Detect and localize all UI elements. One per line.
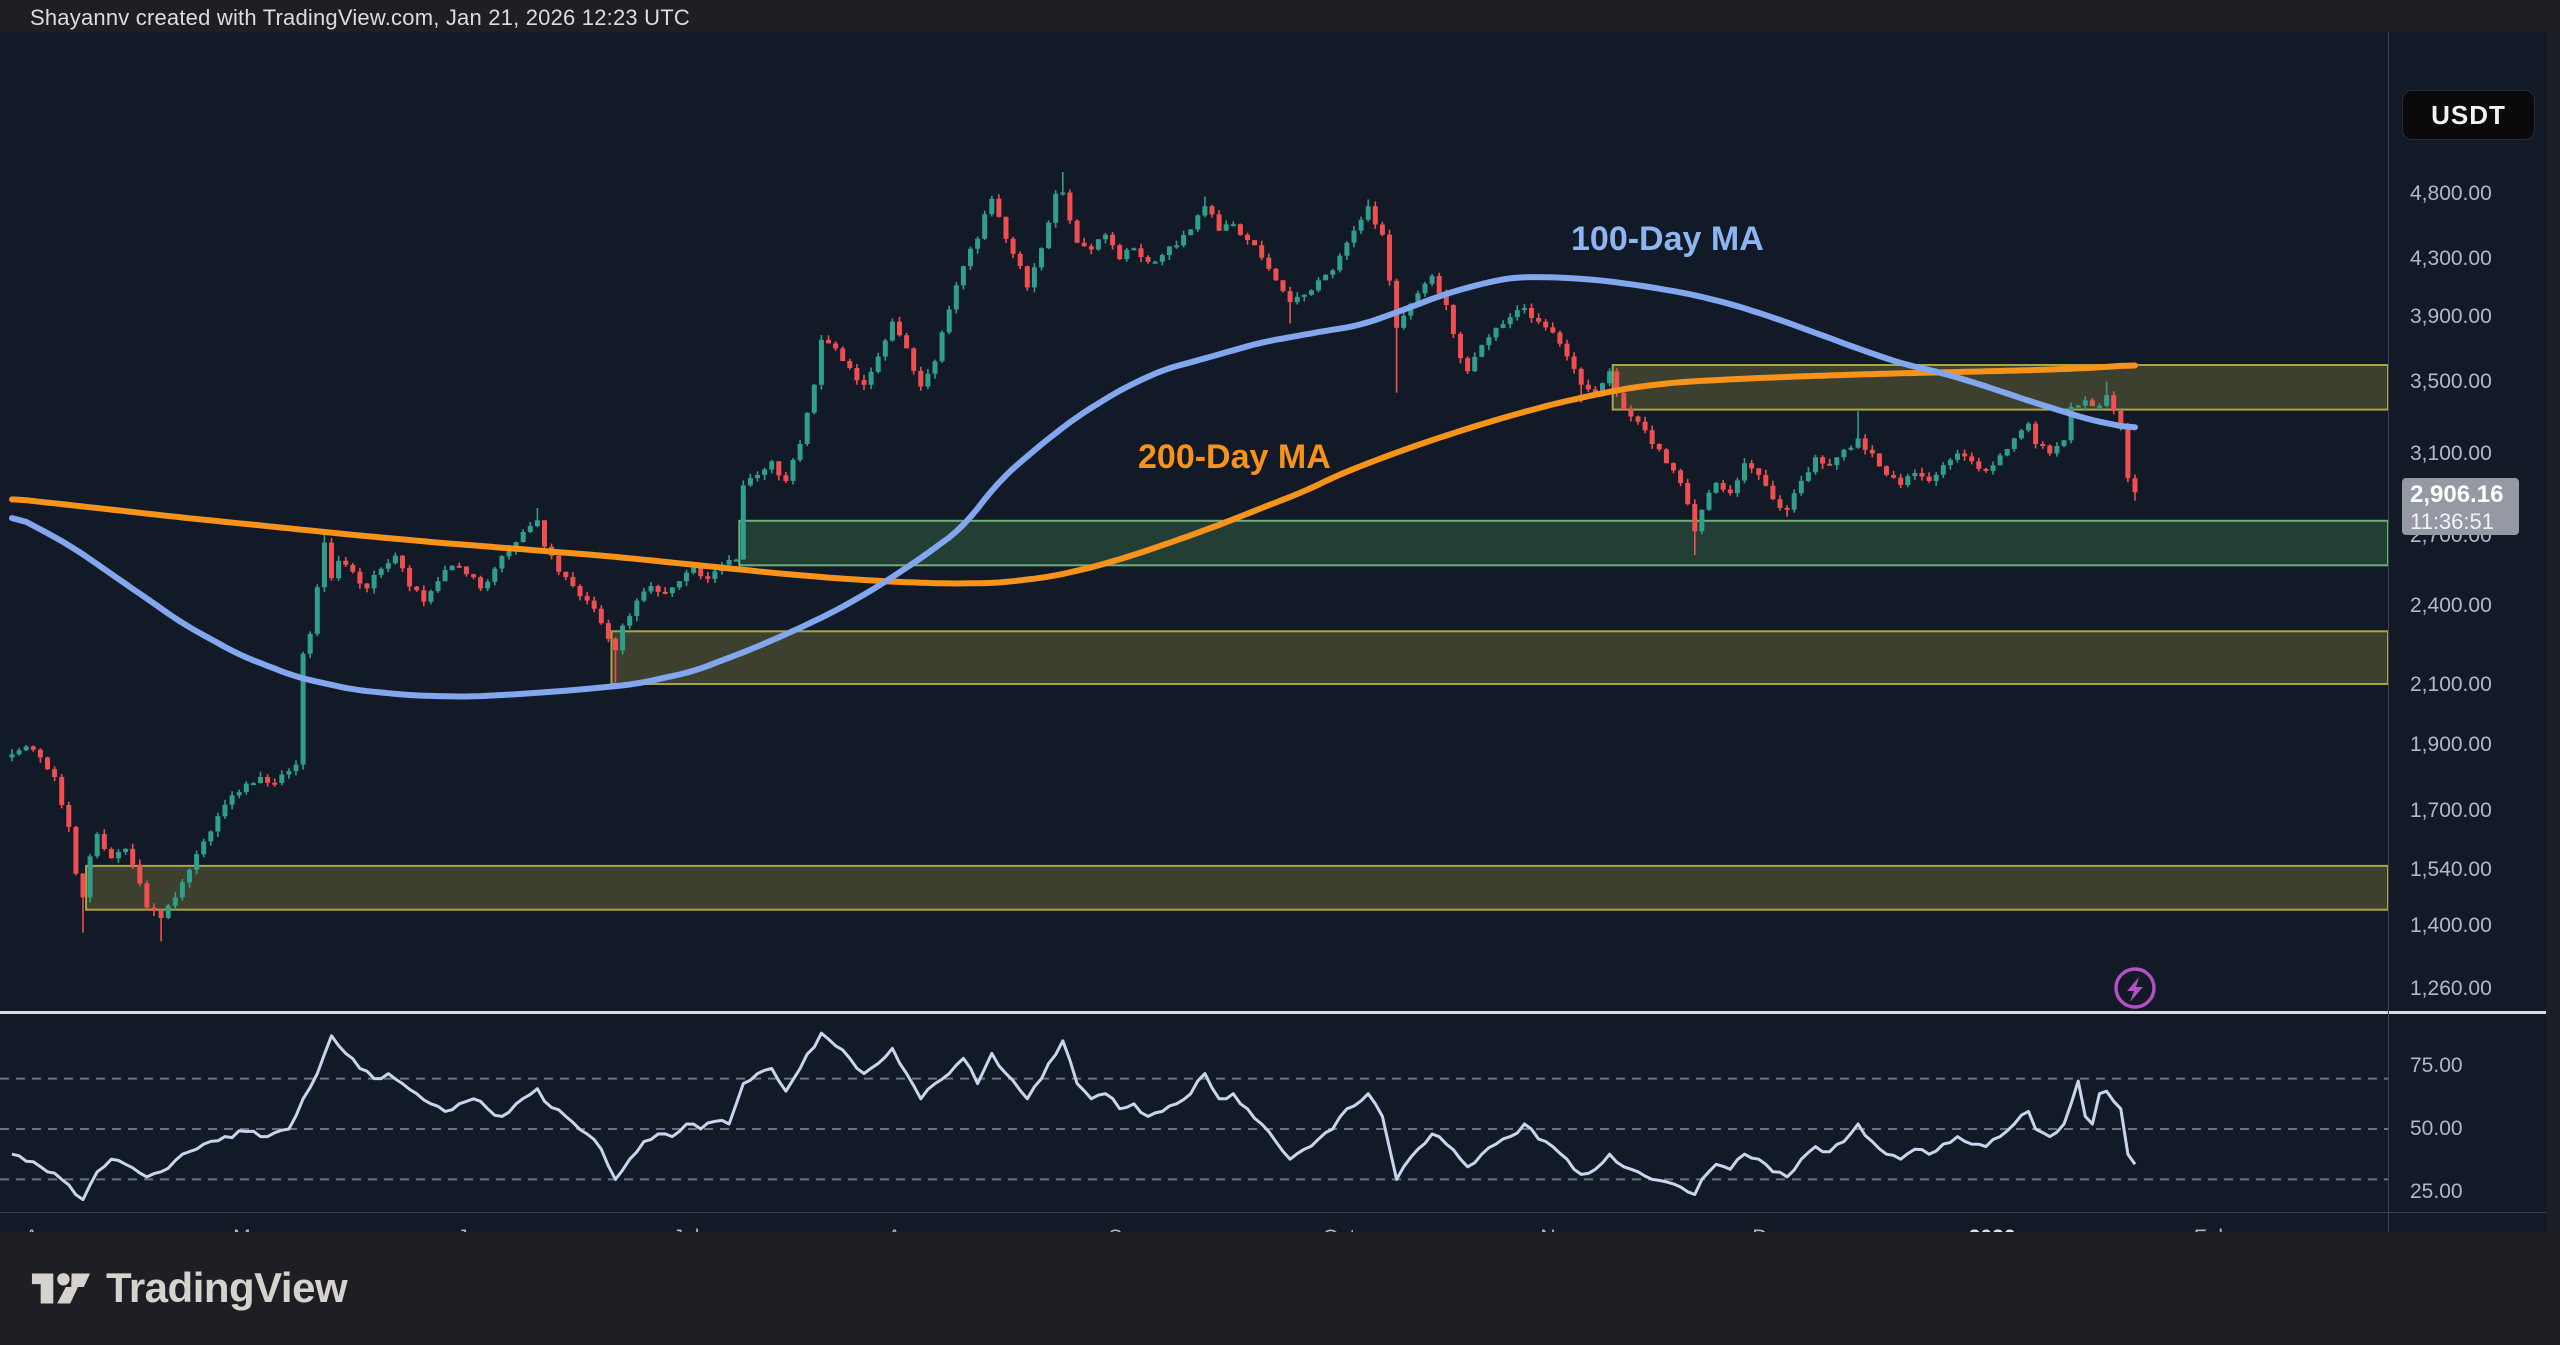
rsi-line <box>11 1031 2137 1202</box>
last-price-value: 2,906.16 <box>2410 481 2504 508</box>
last-price-badge: 2,906.16 11:36:51 <box>2402 478 2519 535</box>
price-tick-1900: 1,900.00 <box>2410 732 2492 756</box>
symbol-currency-badge[interactable]: USDT <box>2402 90 2535 140</box>
price-tick-2100: 2,100.00 <box>2410 673 2492 697</box>
price-tick-3900: 3,900.00 <box>2410 305 2492 329</box>
candle-countdown-timer: 11:36:51 <box>2410 509 2495 534</box>
price-scale-separator <box>2388 32 2389 1232</box>
price-tick-4800: 4,800.00 <box>2410 182 2492 205</box>
price-tick-1540: 1,540.00 <box>2410 857 2492 881</box>
price-tick-1260: 1,260.00 <box>2410 977 2492 1000</box>
header-bar: Shayannv created with TradingView.com, J… <box>0 0 2560 32</box>
zone-support-mid-olive <box>610 630 2389 685</box>
ma100-annotation-label: 100-Day MA <box>1571 220 1764 258</box>
rsi-tick-25: 25.00 <box>2410 1180 2463 1203</box>
footer-bar: TradingView <box>0 1232 2560 1345</box>
symbol-currency-label: USDT <box>2431 99 2506 130</box>
price-tick-1400: 1,400.00 <box>2410 914 2492 938</box>
footer-logo[interactable]: TradingView <box>30 1264 348 1312</box>
zone-support-green <box>738 519 2389 567</box>
rsi-tick-75: 75.00 <box>2410 1054 2463 1077</box>
rsi-tick-50: 50.00 <box>2410 1117 2463 1140</box>
pane-separator <box>0 1011 2560 1014</box>
ma100-line <box>9 274 2138 700</box>
price-tick-4300: 4,300.00 <box>2410 247 2492 271</box>
chart-canvas[interactable] <box>0 32 2560 1232</box>
ma200-annotation-label: 200-Day MA <box>1138 438 1331 476</box>
price-tick-3100: 3,100.00 <box>2410 441 2492 465</box>
chart-credit-text: Shayannv created with TradingView.com, J… <box>30 5 690 30</box>
price-tick-2400: 2,400.00 <box>2410 594 2492 617</box>
boost-lightning-icon <box>2114 967 2156 1009</box>
zone-support-low-olive <box>85 864 2389 911</box>
right-margin-strip <box>2546 32 2560 1232</box>
price-tick-3500: 3,500.00 <box>2410 369 2492 393</box>
chart-area[interactable]: 4,800.00 4,300.00 3,900.00 3,500.00 3,100.00… <box>0 32 2560 1249</box>
price-tick-1700: 1,700.00 <box>2410 799 2492 822</box>
footer-brand-text: TradingView <box>106 1264 348 1311</box>
tradingview-logo-mark-icon <box>31 1273 91 1304</box>
ma200-line <box>9 362 2138 587</box>
